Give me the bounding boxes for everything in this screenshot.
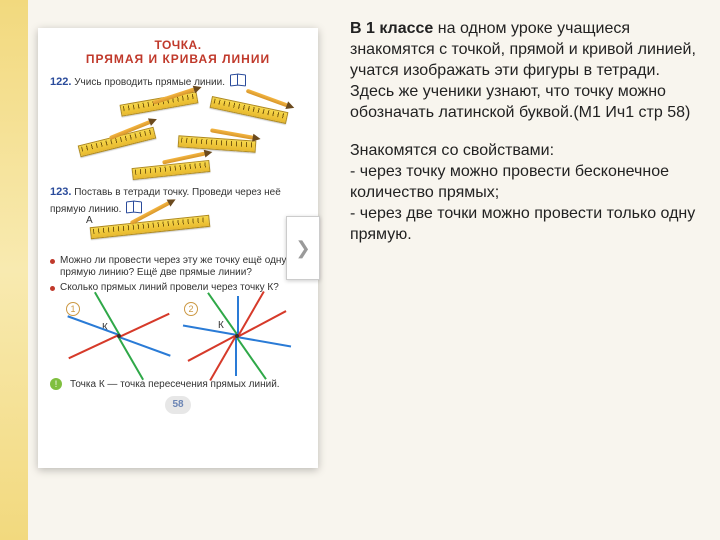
diagram-line xyxy=(69,335,119,360)
book-icon xyxy=(126,201,142,212)
diagram-line xyxy=(237,336,291,347)
bullet-questions: Можно ли провести через эту же точку ещё… xyxy=(50,255,306,295)
diagram-line xyxy=(118,336,144,380)
diagram-line xyxy=(236,336,267,379)
bullet-1: Можно ли провести через эту же точку ещё… xyxy=(60,255,306,280)
ruler-icon xyxy=(120,91,199,116)
rulers-illustration xyxy=(50,92,306,182)
next-page-button[interactable]: ❯ xyxy=(286,216,320,280)
thumb-title-2: ПРЯМАЯ И КРИВАЯ ЛИНИИ xyxy=(50,52,306,66)
paragraph-2: Знакомятся со свойствами: - через точку … xyxy=(350,140,702,246)
diagram-line xyxy=(237,296,239,336)
line-diagrams: 1 К 2 К xyxy=(50,300,306,372)
textbook-thumbnail: ТОЧКА. ПРЯМАЯ И КРИВАЯ ЛИНИИ 122. Учись … xyxy=(38,28,318,468)
paragraph-1: В 1 классе на одном уроке учащиеся знако… xyxy=(350,18,702,124)
exclaim-icon: ! xyxy=(50,378,62,390)
bullet-dot-icon xyxy=(50,259,55,264)
point-k xyxy=(235,334,239,338)
page-number: 58 xyxy=(165,396,191,414)
thumb-title-1: ТОЧКА. xyxy=(50,38,306,52)
diagram-2: 2 К xyxy=(182,300,292,372)
explanatory-text: В 1 классе на одном уроке учащиеся знако… xyxy=(350,18,702,261)
ruler-icon xyxy=(78,126,157,157)
footnote: ! Точка К — точка пересечения прямых лин… xyxy=(50,378,306,390)
task-122: 122. Учись проводить прямые линии. xyxy=(50,72,306,90)
diagram-line xyxy=(236,336,238,376)
task-122-text: Учись проводить прямые линии. xyxy=(74,77,225,88)
left-stripe xyxy=(0,0,28,540)
diagram-line xyxy=(183,325,237,336)
para1-lead: В 1 классе xyxy=(350,20,433,37)
para2-line1: - через точку можно провести бесконечное… xyxy=(350,163,669,201)
diagram-line xyxy=(119,313,169,338)
task-123-text: Поставь в тетради точку. Проведи через н… xyxy=(50,187,281,216)
task-122-number: 122. xyxy=(50,76,71,88)
diagram-line xyxy=(67,316,119,336)
diagram-2-label: К xyxy=(218,320,224,331)
footnote-text: Точка К — точка пересечения прямых линий… xyxy=(70,379,280,390)
diagram-1: 1 К xyxy=(64,300,174,372)
para2-line2: - через две точки можно провести только … xyxy=(350,205,695,243)
point-a-label: А xyxy=(86,215,93,226)
diagram-2-number: 2 xyxy=(184,302,198,316)
book-icon xyxy=(230,74,246,85)
bullet-dot-icon xyxy=(50,286,55,291)
ruler-icon xyxy=(90,214,211,238)
task-123-number: 123. xyxy=(50,186,71,198)
task-123-illustration: А xyxy=(50,219,306,249)
point-k xyxy=(117,334,121,338)
task-123: 123. Поставь в тетради точку. Проведи че… xyxy=(50,186,306,217)
para2-head: Знакомятся со свойствами: xyxy=(350,142,554,159)
diagram-1-number: 1 xyxy=(66,302,80,316)
